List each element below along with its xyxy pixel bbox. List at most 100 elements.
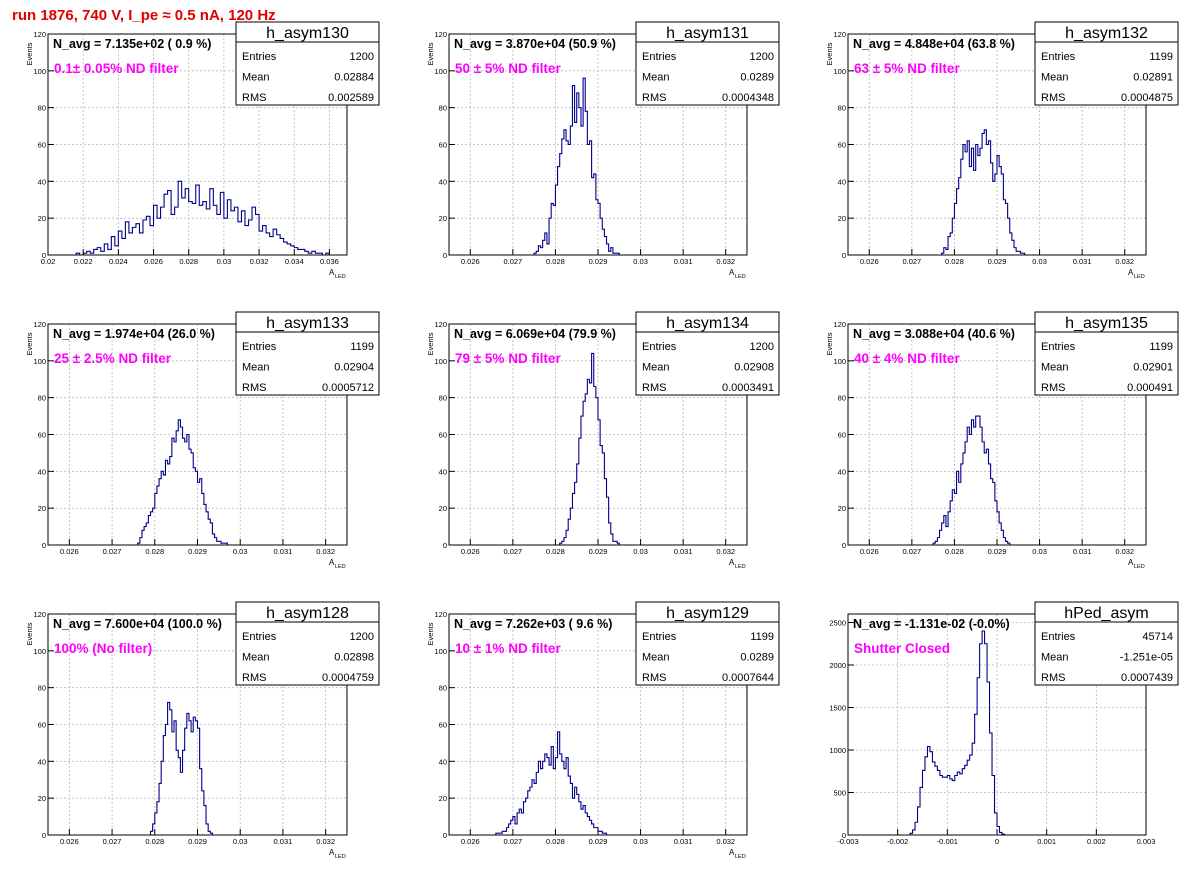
filter-annotation: 50 ± 5% ND filter: [455, 61, 561, 76]
x-tick-label: 0.027: [902, 257, 921, 266]
stats-title: h_asym132: [1065, 25, 1148, 42]
stats-box: [235, 621, 380, 686]
y-tick-label: 20: [838, 504, 846, 513]
stats-label: Entries: [242, 631, 277, 643]
y-tick-label: 2500: [829, 619, 846, 628]
y-tick-label: 60: [439, 141, 447, 150]
x-axis-label-sub: LED: [1134, 564, 1145, 570]
x-tick-label: 0.031: [274, 547, 293, 556]
x-tick-label: 0.026: [860, 547, 879, 556]
x-tick-label: 0.028: [546, 837, 565, 846]
x-axis-label-sub: LED: [735, 274, 746, 280]
histogram-panel-h_asym135: 0.026 0.027 0.028 0.029 0.03 0.031 0.032 0 20 40 6…: [825, 311, 1179, 570]
x-tick-label: 0.026: [144, 257, 163, 266]
stats-value: 0.000491: [1127, 382, 1173, 394]
histogram-line: [533, 77, 620, 255]
stats-value: 1200: [350, 631, 374, 643]
stats-label: Mean: [1041, 652, 1069, 664]
stats-box: [235, 41, 380, 106]
stats-label: Entries: [642, 631, 677, 643]
y-tick-label: 0: [842, 251, 846, 260]
x-tick-label: -0.001: [937, 837, 958, 846]
x-tick-label: 0.028: [546, 257, 565, 266]
y-tick-label: 20: [439, 214, 447, 223]
y-tick-label: 40: [838, 177, 846, 186]
y-axis-label: Events: [25, 332, 34, 355]
y-tick-label: 80: [439, 394, 447, 403]
histogram-panel-hPed_asym: -0.003 -0.002 -0.001 0 0.001 0.002 0.003 0 500 10…: [829, 601, 1179, 846]
y-tick-label: 500: [833, 789, 846, 798]
x-tick-label: 0.022: [74, 257, 93, 266]
x-tick-label: 0.031: [274, 837, 293, 846]
stats-value: 0.02891: [1133, 72, 1173, 84]
histogram-panel-h_asym134: 0.026 0.027 0.028 0.029 0.03 0.031 0.032 0 20 40 6…: [426, 311, 780, 570]
stats-value: 0.0004348: [722, 92, 774, 104]
y-tick-label: 0: [443, 251, 447, 260]
stats-label: Entries: [642, 341, 677, 353]
x-tick-label: 0.031: [674, 547, 693, 556]
x-tick-label: 0.031: [1073, 547, 1092, 556]
header-label: N_avg = 4.848e+04 (63.8 %): [853, 37, 1015, 51]
y-axis-label: Events: [25, 622, 34, 645]
y-tick-label: 120: [434, 320, 447, 329]
y-tick-label: 20: [439, 504, 447, 513]
y-tick-label: 120: [33, 610, 46, 619]
y-tick-label: 120: [434, 30, 447, 39]
stats-title: h_asym130: [266, 25, 349, 42]
x-tick-label: 0.026: [461, 257, 480, 266]
stats-label: Mean: [242, 72, 270, 84]
y-axis-label: Events: [426, 622, 435, 645]
stats-box: [235, 331, 380, 396]
x-axis-label: A: [329, 558, 335, 567]
y-tick-label: 100: [434, 357, 447, 366]
stats-value: 0.002589: [328, 92, 374, 104]
x-tick-label: 0.036: [320, 257, 339, 266]
x-axis-label-sub: LED: [335, 564, 346, 570]
stats-value: 0.0289: [740, 72, 774, 84]
stats-title: h_asym131: [666, 25, 749, 42]
x-tick-label: 0.028: [546, 547, 565, 556]
y-tick-label: 100: [33, 67, 46, 76]
stats-label: RMS: [642, 92, 666, 104]
stats-title: hPed_asym: [1064, 605, 1149, 622]
histogram-panel-h_asym129: 0.026 0.027 0.028 0.029 0.03 0.031 0.032 0 20 40 6…: [426, 601, 780, 860]
stats-value: 0.02901: [1133, 362, 1173, 374]
stats-label: Mean: [242, 652, 270, 664]
histogram-panel-h_asym130: 0.02 0.022 0.024 0.026 0.028 0.03 0.032 0.034 0.…: [25, 21, 380, 280]
y-tick-label: 60: [38, 141, 46, 150]
x-tick-label: 0.029: [589, 547, 608, 556]
y-tick-label: 80: [439, 684, 447, 693]
x-tick-label: 0.032: [1115, 547, 1134, 556]
y-tick-label: 20: [38, 504, 46, 513]
y-tick-label: 20: [38, 214, 46, 223]
stats-box: [635, 331, 780, 396]
stats-label: RMS: [1041, 382, 1065, 394]
y-tick-label: 60: [838, 141, 846, 150]
y-tick-label: 120: [33, 30, 46, 39]
stats-label: RMS: [1041, 92, 1065, 104]
header-label: N_avg = 3.088e+04 (40.6 %): [853, 327, 1015, 341]
x-axis-label: A: [1128, 558, 1134, 567]
stats-title: h_asym135: [1065, 315, 1148, 332]
y-tick-label: 80: [38, 684, 46, 693]
y-tick-label: 0: [443, 831, 447, 840]
x-tick-label: 0.032: [250, 257, 269, 266]
header-label: N_avg = 7.262e+03 ( 9.6 %): [454, 617, 612, 631]
stats-box: [1034, 331, 1179, 396]
x-tick-label: 0.03: [233, 837, 248, 846]
stats-label: Entries: [1041, 341, 1076, 353]
y-tick-label: 20: [838, 214, 846, 223]
y-tick-label: 40: [439, 757, 447, 766]
x-tick-label: 0.028: [145, 837, 164, 846]
y-tick-label: 60: [38, 431, 46, 440]
stats-value: 0.02904: [334, 362, 374, 374]
y-tick-label: 120: [833, 320, 846, 329]
x-tick-label: 0.03: [1032, 547, 1047, 556]
histogram-line: [941, 129, 1026, 255]
y-tick-label: 0: [842, 541, 846, 550]
stats-value: 0.0005712: [322, 382, 374, 394]
header-label: N_avg = -1.131e-02 (-0.0%): [853, 617, 1010, 631]
y-tick-label: 60: [439, 721, 447, 730]
filter-annotation: 100% (No filter): [54, 641, 152, 656]
x-tick-label: 0.027: [503, 547, 522, 556]
